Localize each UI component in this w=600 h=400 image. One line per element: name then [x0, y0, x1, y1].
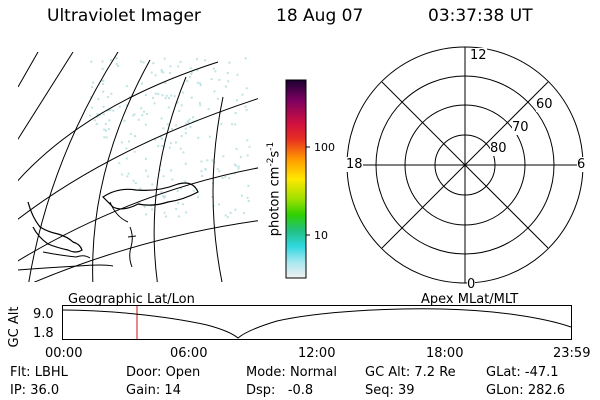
mlat-label-80: 80	[490, 141, 507, 156]
alt-tick-1-8: 1.8	[33, 326, 54, 341]
time-label: 03:37:38 UT	[428, 6, 533, 26]
instrument-title: Ultraviolet Imager	[47, 6, 201, 26]
mlat-label-70: 70	[512, 120, 529, 135]
mlat-label-60: 60	[536, 97, 553, 112]
time-tick-0600: 06:00	[170, 346, 208, 361]
gain-info: Gain: 14	[126, 383, 181, 398]
date-label: 18 Aug 07	[276, 6, 364, 26]
intensity-colorbar	[285, 79, 310, 279]
glat-info: GLat: -47.1	[486, 365, 559, 380]
mlt-label-6: 6	[577, 157, 586, 172]
door-info: Door: Open	[126, 365, 201, 380]
seq-info: Seq: 39	[365, 383, 415, 398]
gc-alt-axis-label: GC Alt	[7, 306, 22, 348]
airglow-noise	[89, 57, 251, 219]
glon-info: GLon: 282.6	[486, 383, 566, 398]
time-tick-2359: 23:59	[553, 346, 591, 361]
geographic-map	[18, 52, 258, 282]
mlt-label-0: 0	[467, 277, 476, 292]
colorbar-tick-100: 100	[314, 141, 335, 154]
time-tick-0000: 00:00	[45, 346, 83, 361]
apex-label: Apex MLat/MLT	[421, 292, 519, 307]
mlt-label-18: 18	[346, 157, 363, 172]
colorbar-unit-label: photon cm-2s-1	[266, 141, 283, 237]
alt-tick-9: 9.0	[33, 307, 54, 322]
dsp-info: Dsp: -0.8	[246, 383, 314, 398]
polar-mlat-mlt-plot	[346, 46, 584, 284]
filter-info: Flt: LBHL	[10, 365, 68, 380]
mode-info: Mode: Normal	[246, 365, 337, 380]
colorbar-tick-10: 10	[314, 229, 328, 242]
geographic-label: Geographic Lat/Lon	[68, 292, 195, 307]
time-tick-1200: 12:00	[298, 346, 336, 361]
gc-alt-info: GC Alt: 7.2 Re	[365, 365, 456, 380]
altitude-strip-plot	[62, 305, 572, 340]
time-tick-1800: 18:00	[426, 346, 464, 361]
ip-info: IP: 36.0	[10, 383, 60, 398]
mlt-label-12: 12	[470, 48, 487, 63]
